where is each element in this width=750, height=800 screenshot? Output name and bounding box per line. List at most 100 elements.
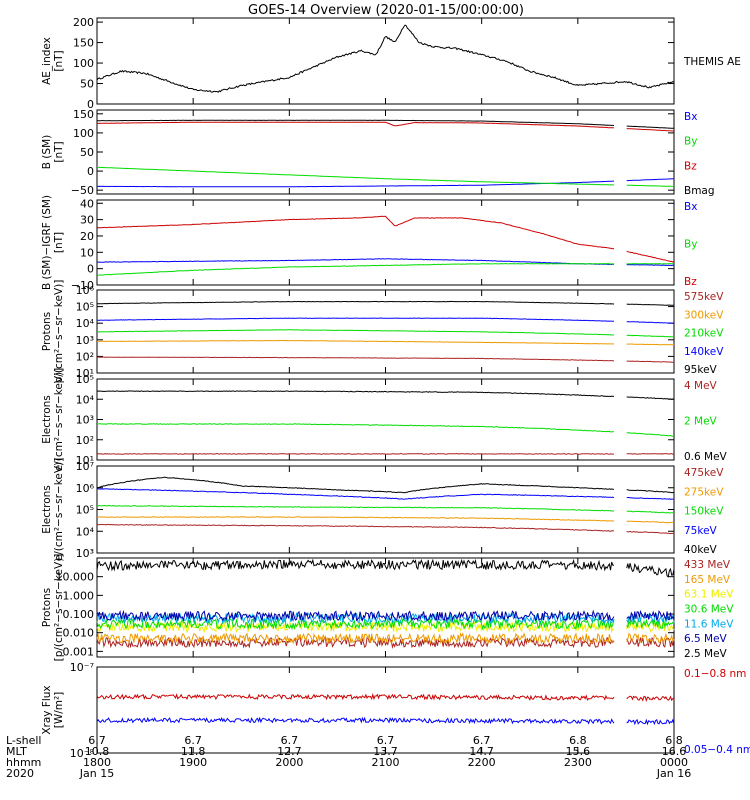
- y-tick-label: 200: [73, 16, 94, 29]
- series-0.05−0.4 nm: [96, 716, 675, 726]
- series-0.1−0.8 nm: [96, 692, 675, 702]
- y-tick-label: −10: [71, 279, 94, 292]
- y-tick-label: 10¹: [76, 367, 94, 380]
- legend-entry: 75keV: [684, 525, 718, 537]
- x-row-label: MLT: [6, 745, 27, 758]
- x-row-value: 16.6: [662, 745, 687, 758]
- series-Bz: [97, 121, 675, 132]
- series-210keV: [96, 329, 675, 338]
- y-tick-label: 10²: [76, 434, 94, 447]
- y-tick-label: 10⁴: [76, 525, 95, 538]
- legend-entry: 140keV: [684, 346, 724, 358]
- y-axis-label: e/(cm²−s−sr−keV)]: [53, 368, 65, 472]
- x-row-value: Jan 15: [79, 767, 114, 780]
- x-row-value: 6.7: [377, 734, 395, 747]
- panel-frame: [96, 199, 675, 286]
- legend-entry: Bz: [684, 160, 697, 172]
- y-axis-label: Protons: [41, 588, 53, 627]
- y-tick-label: 0: [87, 165, 94, 178]
- x-row-value: 2200: [468, 756, 496, 769]
- legend-entry: 575keV: [684, 291, 724, 303]
- y-tick-label: 10⁶: [76, 284, 95, 297]
- y-axis-label: Electrons: [41, 395, 53, 444]
- y-tick-label: 10³: [76, 334, 94, 347]
- x-row-value: 1900: [179, 756, 207, 769]
- x-row-label: 2020: [6, 767, 34, 780]
- series-2.5 MeV: [96, 558, 675, 578]
- panel-electrons_lo: 10³ 10⁴ 10⁵ 10⁶ 10⁷ Electrons e/(cm²−s−sr−keV)…: [41, 458, 724, 562]
- y-tick-label: 50: [80, 78, 94, 91]
- y-axis-label: Protons: [41, 312, 53, 351]
- legend-entry: 300keV: [684, 309, 724, 321]
- y-axis-label: Xray Flux: [41, 685, 53, 734]
- y-tick-label: 40: [80, 197, 94, 210]
- y-axis-label: p/(cm²−s−sr−keV)]: [53, 280, 65, 384]
- x-row-value: Jan 16: [656, 767, 691, 780]
- legend-entry: 95keV: [684, 364, 718, 376]
- y-tick-label: 0.010: [63, 627, 95, 640]
- figure-title: GOES-14 Overview (2020-01-15/00:00:00): [248, 3, 524, 18]
- y-axis-label: [nT]: [53, 141, 65, 162]
- x-row-value: 11.8: [181, 745, 206, 758]
- y-tick-label: 0: [87, 98, 94, 111]
- y-axis-label: [p/(cm²−s−sr−keV)]: [53, 554, 65, 662]
- legend-entry: Bmag: [684, 185, 715, 197]
- x-row-value: 6.7: [88, 734, 106, 747]
- series-150keV: [96, 504, 675, 514]
- y-tick-label: 10⁶: [76, 482, 95, 495]
- series-4 MeV: [96, 453, 675, 455]
- legend-entry: 475keV: [684, 467, 724, 479]
- legend-entry: 275keV: [684, 486, 724, 498]
- y-tick-label: 100: [73, 127, 94, 140]
- legend-entry: 150keV: [684, 506, 724, 518]
- y-tick-label: 10²: [76, 350, 94, 363]
- legend-entry: 30.6 MeV: [684, 604, 734, 616]
- legend-entry: 11.6 MeV: [684, 618, 734, 630]
- x-row-value: 2000: [275, 756, 303, 769]
- y-tick-label: 150: [73, 108, 94, 121]
- panel-protons_lo: 10¹ 10² 10³ 10⁴ 10⁵ 10⁶ Protons p/(cm²−s−sr−keV…: [41, 280, 724, 384]
- y-tick-label: 0.001: [63, 645, 95, 658]
- panel-b_igrf: −10 0 10 20 30 40 B (SM)−IGRF (SM) [nT] Bx By Bz: [41, 195, 697, 292]
- y-tick-label: 10⁷: [76, 460, 94, 473]
- x-row-value: 0000: [660, 756, 688, 769]
- legend-entry: 63.1 MeV: [684, 589, 734, 601]
- series-575keV: [96, 356, 675, 363]
- legend-entry: By: [684, 239, 697, 251]
- y-tick-label: 10³: [76, 547, 94, 560]
- series-40keV: [96, 476, 675, 494]
- y-tick-label: 1.000: [63, 589, 95, 602]
- y-tick-label: 10⁻⁸: [70, 747, 95, 760]
- legend-entry: 433 MeV: [684, 559, 731, 571]
- series-By: [96, 262, 674, 276]
- series-165 MeV: [96, 632, 675, 645]
- y-tick-label: 10⁵: [76, 504, 94, 517]
- legend-entry: THEMIS AE: [683, 56, 741, 68]
- y-axis-label: B (SM)−IGRF (SM): [41, 195, 53, 290]
- series-THEMIS AE: [96, 24, 675, 93]
- x-row-label: L-shell: [6, 734, 42, 747]
- series-Bmag: [96, 119, 674, 129]
- series-2 MeV: [96, 423, 674, 437]
- legend-entry: By: [684, 136, 697, 148]
- series-475keV: [96, 523, 674, 534]
- y-tick-label: 10⁵: [76, 373, 94, 386]
- panel-electrons_hi: 10¹ 10² 10³ 10⁴ 10⁵ Electrons e/(cm²−s−sr−keV)…: [41, 368, 728, 472]
- y-tick-label: 10: [80, 246, 94, 259]
- y-tick-label: 20: [80, 230, 94, 243]
- legend-entry: 210keV: [684, 328, 724, 340]
- x-row-value: 10.8: [85, 745, 110, 758]
- y-tick-label: 10³: [76, 414, 94, 427]
- legend-entry: 40keV: [684, 544, 718, 556]
- legend-entry: 0.6 MeV: [684, 451, 728, 463]
- series-0.6 MeV: [96, 390, 675, 400]
- x-row-value: 6.8: [665, 734, 683, 747]
- panel-ae: 0 50 100 150 200 AE_index [nT] THEMIS AE: [41, 16, 741, 111]
- legend-entry: 2 MeV: [684, 416, 718, 428]
- y-tick-label: 0: [87, 263, 94, 276]
- legend-entry: 165 MeV: [684, 574, 731, 586]
- x-row-value: 14.7: [469, 745, 494, 758]
